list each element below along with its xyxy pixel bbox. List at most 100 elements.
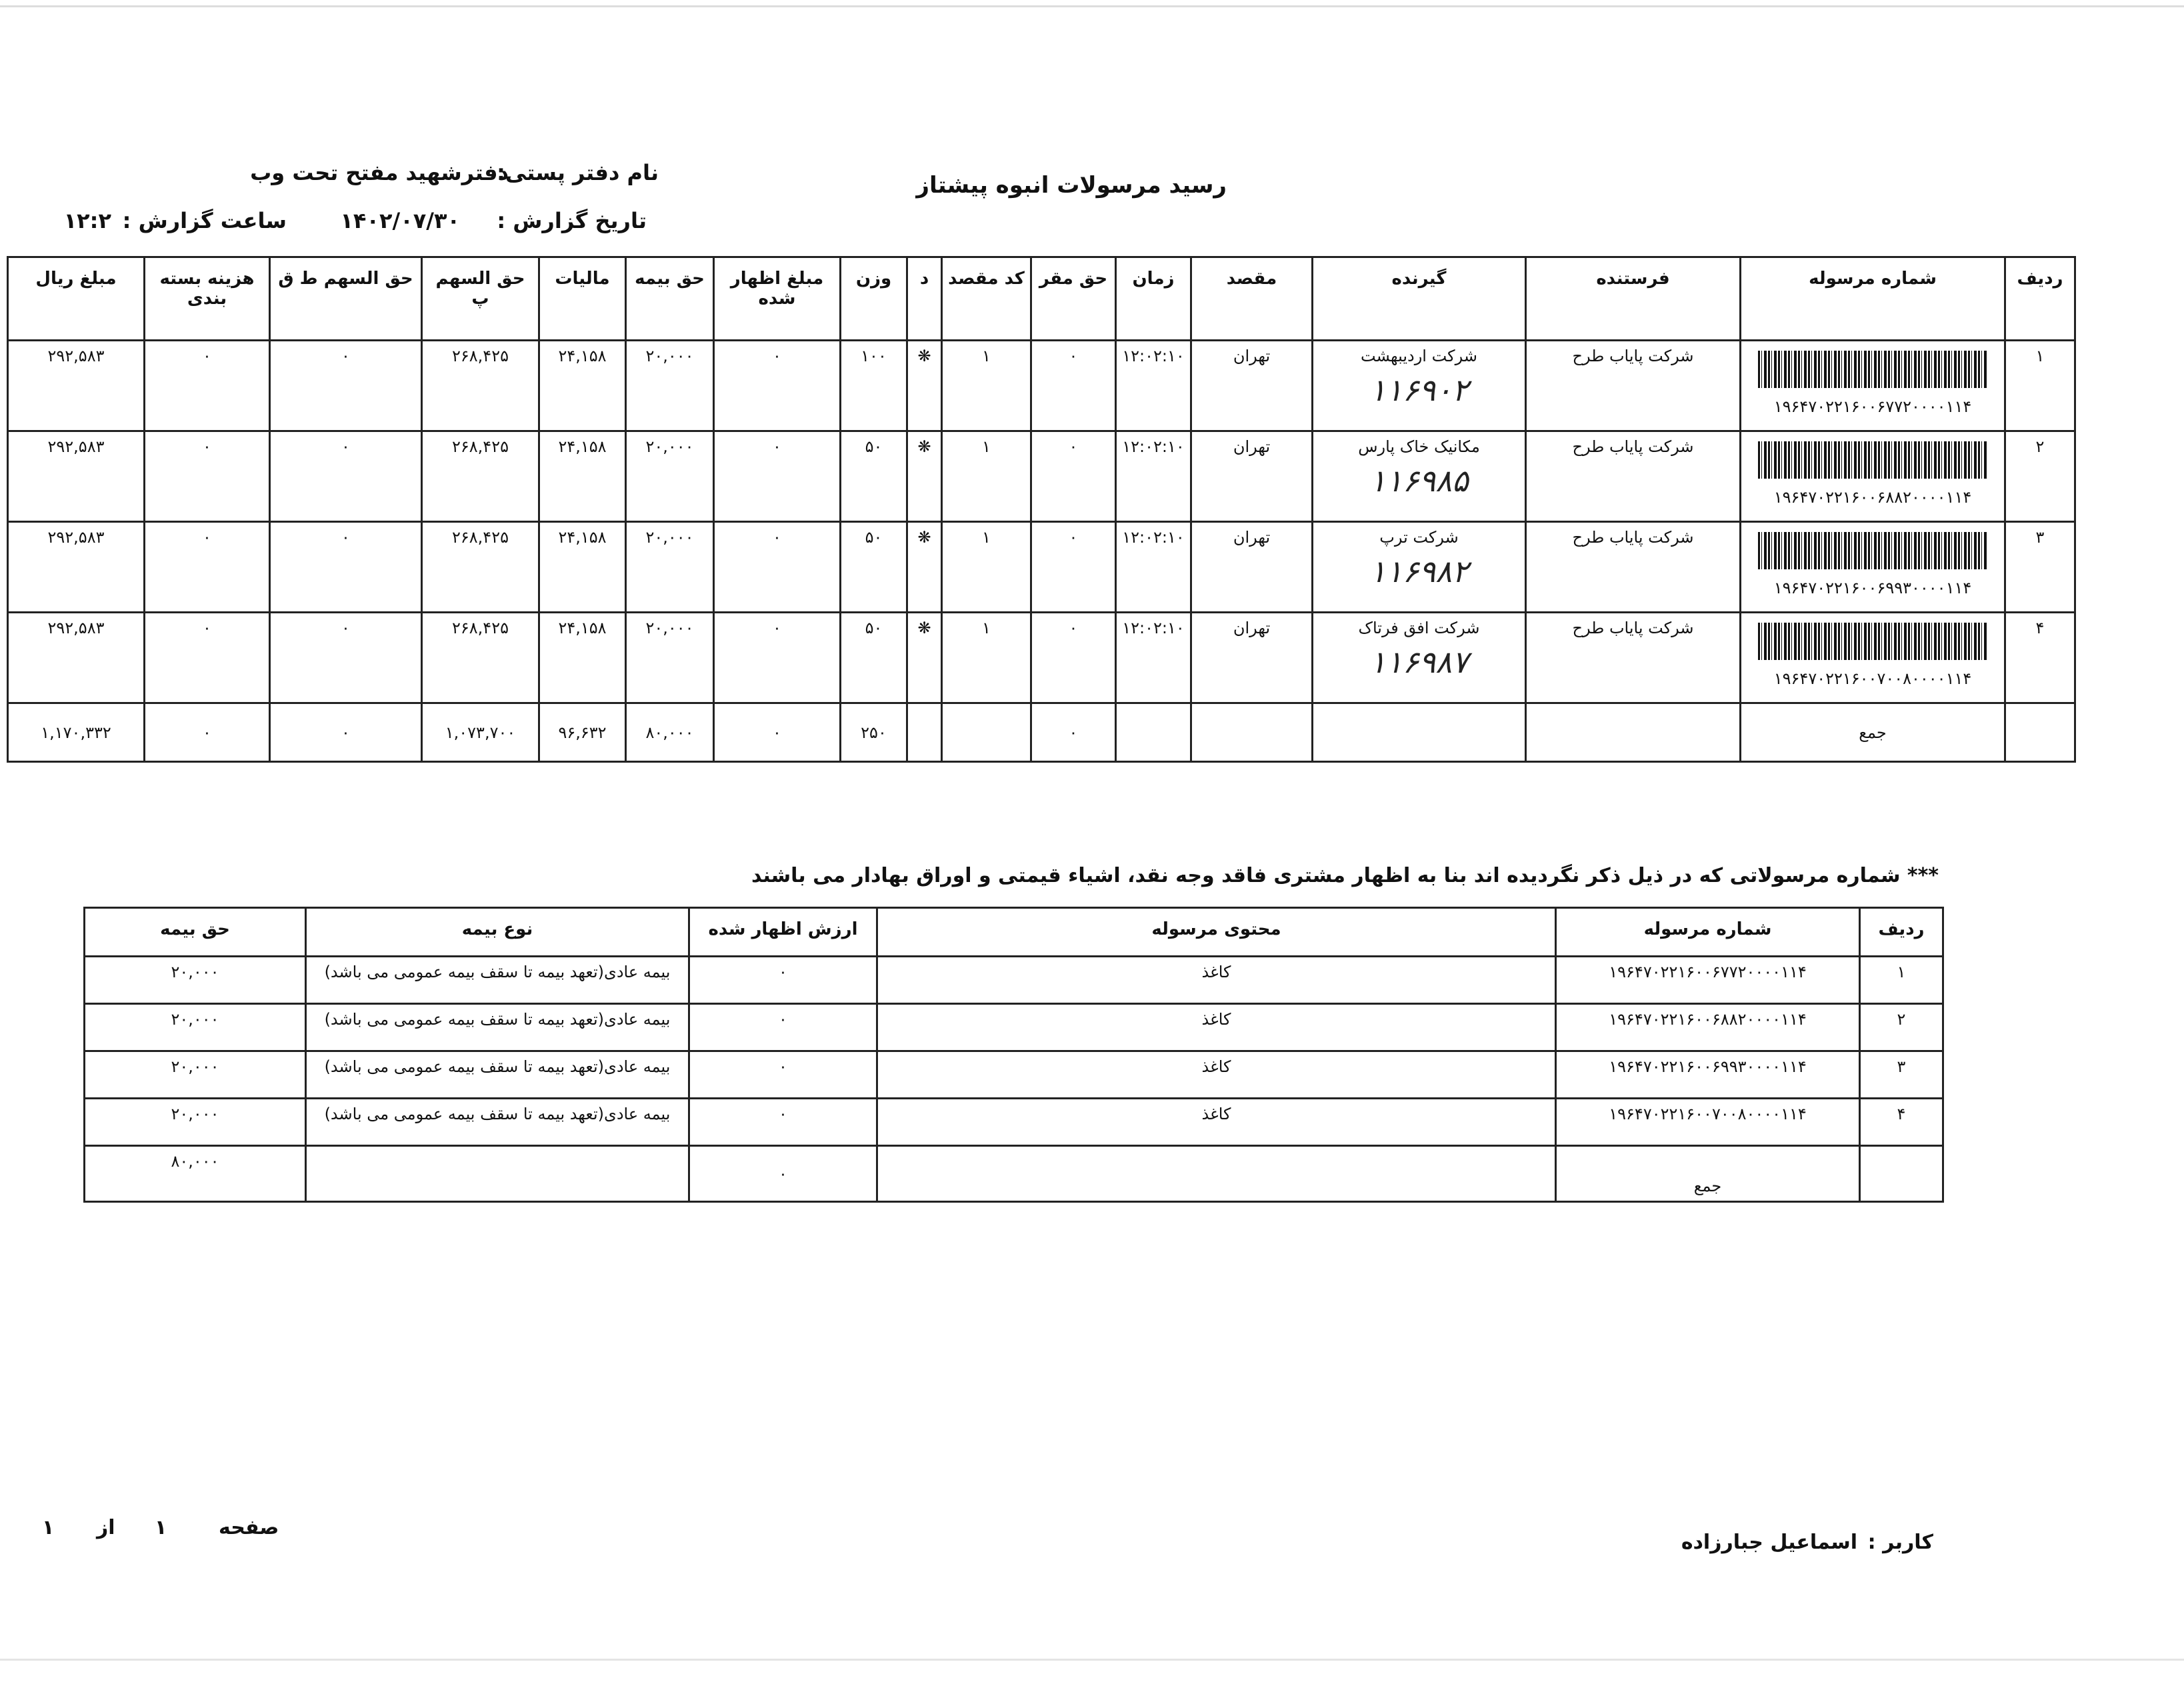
receiver-cell: شرکت افق فرتاک ۱۱۶۹۸۷	[1311, 611, 1527, 704]
amount-cell: ۲۹۲,۵۸۳	[7, 521, 145, 613]
column-header: هزینه بسته بندی	[143, 256, 271, 341]
total-empty	[1525, 702, 1741, 763]
total-share-p: ۱,۰۷۳,۷۰۰	[421, 702, 540, 763]
column-header: حق السهم پ	[421, 256, 540, 341]
tracking-cell: ۱۹۶۴۷۰۲۲۱۶۰۰۶۷۷۲۰۰۰۰۱۱۴	[1555, 955, 1861, 1005]
column-header: حق بیمه	[625, 256, 715, 341]
tracking-cell: ۱۹۶۴۷۰۲۲۱۶۰۰۶۸۸۲۰۰۰۰۱۱۴	[1739, 430, 2006, 523]
dest-code-cell: ۱	[941, 430, 1032, 523]
time-cell: ۱۲:۰۲:۱۰	[1115, 521, 1192, 613]
column-header: شماره مرسوله	[1739, 256, 2006, 341]
column-header: گیرنده	[1311, 256, 1527, 341]
packaging-cell: ۰	[143, 611, 271, 704]
tax-cell: ۲۴,۱۵۸	[538, 611, 627, 704]
total-tax: ۹۶,۶۳۲	[538, 702, 627, 763]
share-p-cell: ۲۶۸,۴۲۵	[421, 521, 540, 613]
packaging-cell: ۰	[143, 430, 271, 523]
total-empty	[305, 1145, 690, 1203]
total-packaging: ۰	[143, 702, 271, 763]
type-cell: بیمه عادی(تعهد بیمه تا سقف بیمه عمومی می…	[305, 955, 690, 1005]
user-name: اسماعیل جبارزاده	[1681, 1531, 1857, 1554]
scan-edge-top	[0, 5, 2184, 7]
share-tq-cell: ۰	[269, 430, 423, 523]
time-cell: ۱۲:۰۲:۱۰	[1115, 339, 1192, 432]
handwritten-number: ۱۱۶۹۸۵	[1369, 463, 1469, 499]
share-tq-cell: ۰	[269, 339, 423, 432]
insurance-total-declared: ۰	[688, 1145, 878, 1203]
total-empty	[906, 702, 943, 763]
total-row: جمع ۰ ۲۵۰ ۰ ۸۰,۰۰۰ ۹۶,۶۳۲ ۱,۰۷۳,۷۰۰ ۰ ۰ …	[7, 702, 2076, 763]
scan-edge-bottom	[0, 1659, 2184, 1661]
total-declared: ۰	[713, 702, 841, 763]
d-cell: ❋	[906, 339, 943, 432]
column-header: حق مقر	[1030, 256, 1117, 341]
destination-cell: تهران	[1190, 611, 1313, 704]
valuables-note: *** شماره مرسولاتی که در ذیل ذکر نگردیده…	[751, 864, 1939, 887]
hagh-maghar-cell: ۰	[1030, 430, 1117, 523]
tracking-number: ۱۹۶۴۷۰۲۲۱۶۰۰۶۸۸۲۰۰۰۰۱۱۴	[1773, 488, 1972, 507]
index-cell: ۱	[2004, 339, 2076, 432]
index-cell: ۲	[1859, 1003, 1944, 1052]
column-header: فرستنده	[1525, 256, 1741, 341]
column-header: نوع بیمه	[305, 907, 690, 957]
receiver-name: مکانیک خاک پارس	[1358, 437, 1480, 456]
column-header: ردیف	[2004, 256, 2076, 341]
index-cell: ۲	[2004, 430, 2076, 523]
declared-cell: ۰	[688, 1003, 878, 1052]
time-cell: ۱۲:۰۲:۱۰	[1115, 611, 1192, 704]
weight-cell: ۵۰	[839, 521, 908, 613]
amount-cell: ۲۹۲,۵۸۳	[7, 611, 145, 704]
table-row: ۱ ۱۹۶۴۷۰۲۲۱۶۰۰۶۷۷۲۰۰۰۰۱۱۴ شرکت پایاب طرح شر…	[7, 339, 2076, 432]
column-header: زمان	[1115, 256, 1192, 341]
report-title: رسید مرسولات انبوه پیشتاز	[916, 172, 1227, 199]
barcode-image	[1757, 441, 1988, 479]
tracking-number: ۱۹۶۴۷۰۲۲۱۶۰۰۶۹۹۳۰۰۰۰۱۱۴	[1773, 579, 1972, 597]
type-cell: بیمه عادی(تعهد بیمه تا سقف بیمه عمومی می…	[305, 1050, 690, 1099]
d-cell: ❋	[906, 430, 943, 523]
tracking-number: ۱۹۶۴۷۰۲۲۱۶۰۰۶۷۷۲۰۰۰۰۱۱۴	[1773, 397, 1972, 416]
insurance-cell: ۲۰,۰۰۰	[625, 521, 715, 613]
receiver-cell: شرکت ترپ ۱۱۶۹۸۲	[1311, 521, 1527, 613]
column-header: حق السهم ط ق	[269, 256, 423, 341]
index-cell: ۱	[1859, 955, 1944, 1005]
dest-code-cell: ۱	[941, 521, 1032, 613]
destination-cell: تهران	[1190, 339, 1313, 432]
amount-cell: ۲۹۲,۵۸۳	[7, 339, 145, 432]
table-row: ۳ ۱۹۶۴۷۰۲۲۱۶۰۰۶۹۹۳۰۰۰۰۱۱۴ شرکت پایاب طرح شر…	[7, 521, 2076, 613]
receiver-name: شرکت ترپ	[1379, 528, 1459, 547]
column-header: مبلغ اظهار شده	[713, 256, 841, 341]
tracking-cell: ۱۹۶۴۷۰۲۲۱۶۰۰۶۷۷۲۰۰۰۰۱۱۴	[1739, 339, 2006, 432]
total-amount: ۱,۱۷۰,۳۳۲	[7, 702, 145, 763]
barcode-image	[1757, 532, 1988, 569]
barcode-image	[1757, 351, 1988, 388]
dest-code-cell: ۱	[941, 339, 1032, 432]
packaging-cell: ۰	[143, 339, 271, 432]
barcode-image	[1757, 623, 1988, 660]
tracking-cell: ۱۹۶۴۷۰۲۲۱۶۰۰۶۹۹۳۰۰۰۰۱۱۴	[1739, 521, 2006, 613]
share-tq-cell: ۰	[269, 521, 423, 613]
declared-cell: ۰	[688, 1097, 878, 1147]
total-insurance: ۸۰,۰۰۰	[625, 702, 715, 763]
office-value: دفترشهید مفتح تحت وب	[250, 160, 509, 185]
column-header: شماره مرسوله	[1555, 907, 1861, 957]
index-cell: ۳	[2004, 521, 2076, 613]
column-header: وزن	[839, 256, 908, 341]
total-empty	[941, 702, 1032, 763]
content-cell: کاغذ	[876, 1050, 1557, 1099]
insurance-total-amount: ۸۰,۰۰۰	[83, 1145, 307, 1203]
handwritten-number: ۱۱۶۹۸۲	[1369, 553, 1469, 589]
total-hagh-maghar: ۰	[1030, 702, 1117, 763]
insurance-cell: ۲۰,۰۰۰	[83, 1050, 307, 1099]
column-header: حق بیمه	[83, 907, 307, 957]
tax-cell: ۲۴,۱۵۸	[538, 430, 627, 523]
weight-cell: ۱۰۰	[839, 339, 908, 432]
share-p-cell: ۲۶۸,۴۲۵	[421, 339, 540, 432]
content-cell: کاغذ	[876, 1097, 1557, 1147]
column-header: مقصد	[1190, 256, 1313, 341]
hagh-maghar-cell: ۰	[1030, 339, 1117, 432]
hagh-maghar-cell: ۰	[1030, 521, 1117, 613]
total-empty	[1859, 1145, 1944, 1203]
insurance-cell: ۲۰,۰۰۰	[625, 339, 715, 432]
declared-cell: ۰	[688, 955, 878, 1005]
tracking-cell: ۱۹۶۴۷۰۲۲۱۶۰۰۶۸۸۲۰۰۰۰۱۱۴	[1555, 1003, 1861, 1052]
